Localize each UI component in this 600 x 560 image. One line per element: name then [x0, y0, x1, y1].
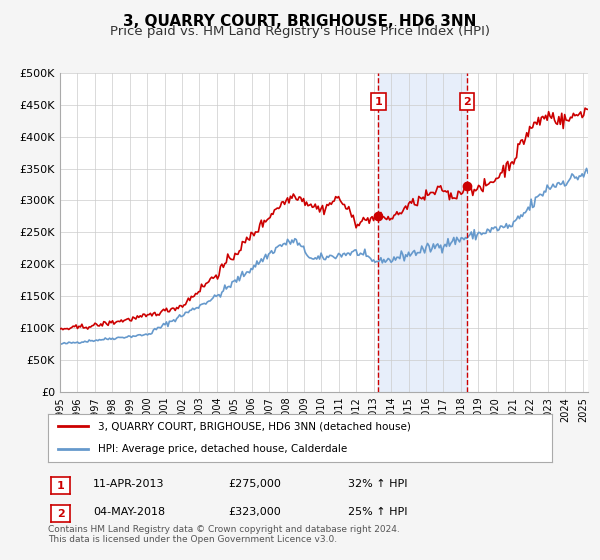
Text: £275,000: £275,000 [228, 479, 281, 489]
Text: 25% ↑ HPI: 25% ↑ HPI [348, 507, 407, 517]
Text: HPI: Average price, detached house, Calderdale: HPI: Average price, detached house, Cald… [98, 444, 347, 454]
Bar [379, 73, 467, 392]
Text: Price paid vs. HM Land Registry's House Price Index (HPI): Price paid vs. HM Land Registry's House … [110, 25, 490, 38]
Text: 2: 2 [57, 508, 64, 519]
Text: £323,000: £323,000 [228, 507, 281, 517]
Text: 3, QUARRY COURT, BRIGHOUSE, HD6 3NN: 3, QUARRY COURT, BRIGHOUSE, HD6 3NN [124, 14, 476, 29]
Text: 1: 1 [374, 96, 382, 106]
Text: 32% ↑ HPI: 32% ↑ HPI [348, 479, 407, 489]
Text: 1: 1 [57, 480, 64, 491]
Text: 3, QUARRY COURT, BRIGHOUSE, HD6 3NN (detached house): 3, QUARRY COURT, BRIGHOUSE, HD6 3NN (det… [98, 421, 411, 431]
Text: 11-APR-2013: 11-APR-2013 [93, 479, 164, 489]
Text: Contains HM Land Registry data © Crown copyright and database right 2024.
This d: Contains HM Land Registry data © Crown c… [48, 525, 400, 544]
Text: 2: 2 [463, 96, 470, 106]
Text: 04-MAY-2018: 04-MAY-2018 [93, 507, 165, 517]
